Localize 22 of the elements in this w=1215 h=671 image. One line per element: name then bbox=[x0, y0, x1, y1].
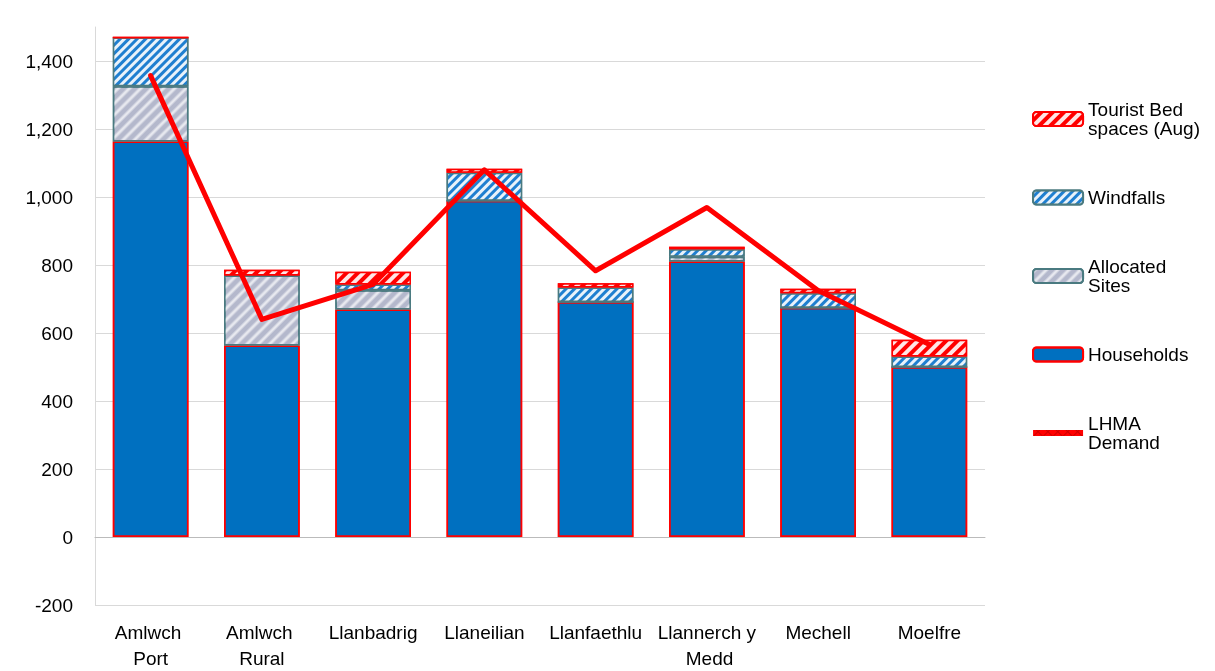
legend-label: Households bbox=[1088, 344, 1189, 365]
legend-label: Allocated Sites bbox=[1088, 256, 1172, 296]
legend-label: Windfalls bbox=[1088, 187, 1166, 208]
y-tick-label: 200 bbox=[41, 458, 73, 480]
x-tick-label: Llannerch y Medd bbox=[657, 621, 757, 669]
x-tick-label: Amlwch Port bbox=[114, 621, 187, 669]
y-tick-label: 1,200 bbox=[25, 118, 73, 140]
y-tick-label: 0 bbox=[62, 526, 73, 548]
x-tick-label: Llaneilian bbox=[444, 621, 525, 643]
y-tick-label: 400 bbox=[41, 390, 73, 412]
x-tick-label: Llanfaethlu bbox=[549, 621, 643, 643]
x-tick-label: Moelfre bbox=[897, 621, 962, 643]
x-tick-label: Llanbadrig bbox=[328, 621, 418, 643]
y-tick-label: -200 bbox=[34, 594, 73, 616]
legend-label: LHMA Demand bbox=[1088, 413, 1160, 453]
x-tick-label: Amlwch Rural bbox=[225, 621, 298, 669]
y-tick-label: 800 bbox=[41, 254, 73, 276]
legend-label: Tourist Bed spaces (Aug) bbox=[1088, 99, 1201, 139]
x-tick-label: Mechell bbox=[785, 621, 851, 643]
y-tick-label: 1,400 bbox=[25, 50, 73, 72]
y-tick-label: 1,000 bbox=[25, 186, 73, 208]
y-tick-label: 600 bbox=[41, 322, 73, 344]
